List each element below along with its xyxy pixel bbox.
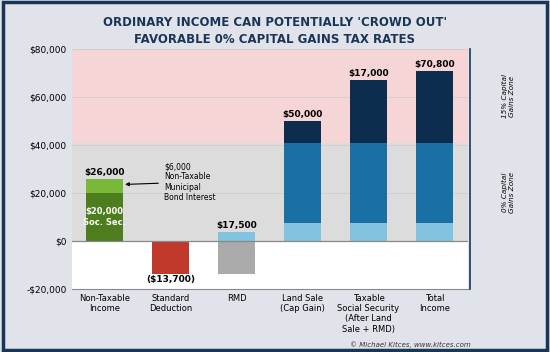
Text: © Michael Kitces, www.kitces.com: © Michael Kitces, www.kitces.com [349, 342, 470, 348]
Bar [284, 121, 321, 143]
Bar [86, 193, 123, 241]
Text: $70,800: $70,800 [414, 61, 455, 69]
Text: 15% Capital
Gains Zone: 15% Capital Gains Zone [502, 74, 515, 118]
Text: $26,000: $26,000 [84, 168, 125, 177]
Text: $50,000: $50,000 [282, 110, 323, 119]
Bar [284, 223, 321, 241]
Bar [152, 241, 189, 274]
Text: $17,500: $17,500 [216, 221, 257, 230]
Text: $17,000: $17,000 [348, 69, 389, 78]
Text: ($13,700): ($13,700) [146, 276, 195, 284]
Bar [218, 241, 255, 274]
Bar [72, 241, 468, 289]
Text: $6,000
Non-Taxable
Municipal
Bond Interest: $6,000 Non-Taxable Municipal Bond Intere… [126, 162, 216, 202]
Bar [86, 178, 123, 193]
Bar [416, 71, 453, 143]
Text: ORDINARY INCOME CAN POTENTIALLY 'CROWD OUT'
FAVORABLE 0% CAPITAL GAINS TAX RATES: ORDINARY INCOME CAN POTENTIALLY 'CROWD O… [103, 16, 447, 46]
Bar [72, 49, 468, 143]
Bar [350, 80, 387, 143]
Bar [350, 143, 387, 223]
Bar [284, 143, 321, 223]
Text: 0% Capital
Gains Zone: 0% Capital Gains Zone [502, 171, 515, 213]
Text: $20,000
Soc. Sec.: $20,000 Soc. Sec. [83, 207, 126, 227]
Bar [218, 232, 255, 241]
Bar [416, 223, 453, 241]
Bar [72, 143, 468, 241]
Bar [350, 223, 387, 241]
Bar [416, 143, 453, 223]
